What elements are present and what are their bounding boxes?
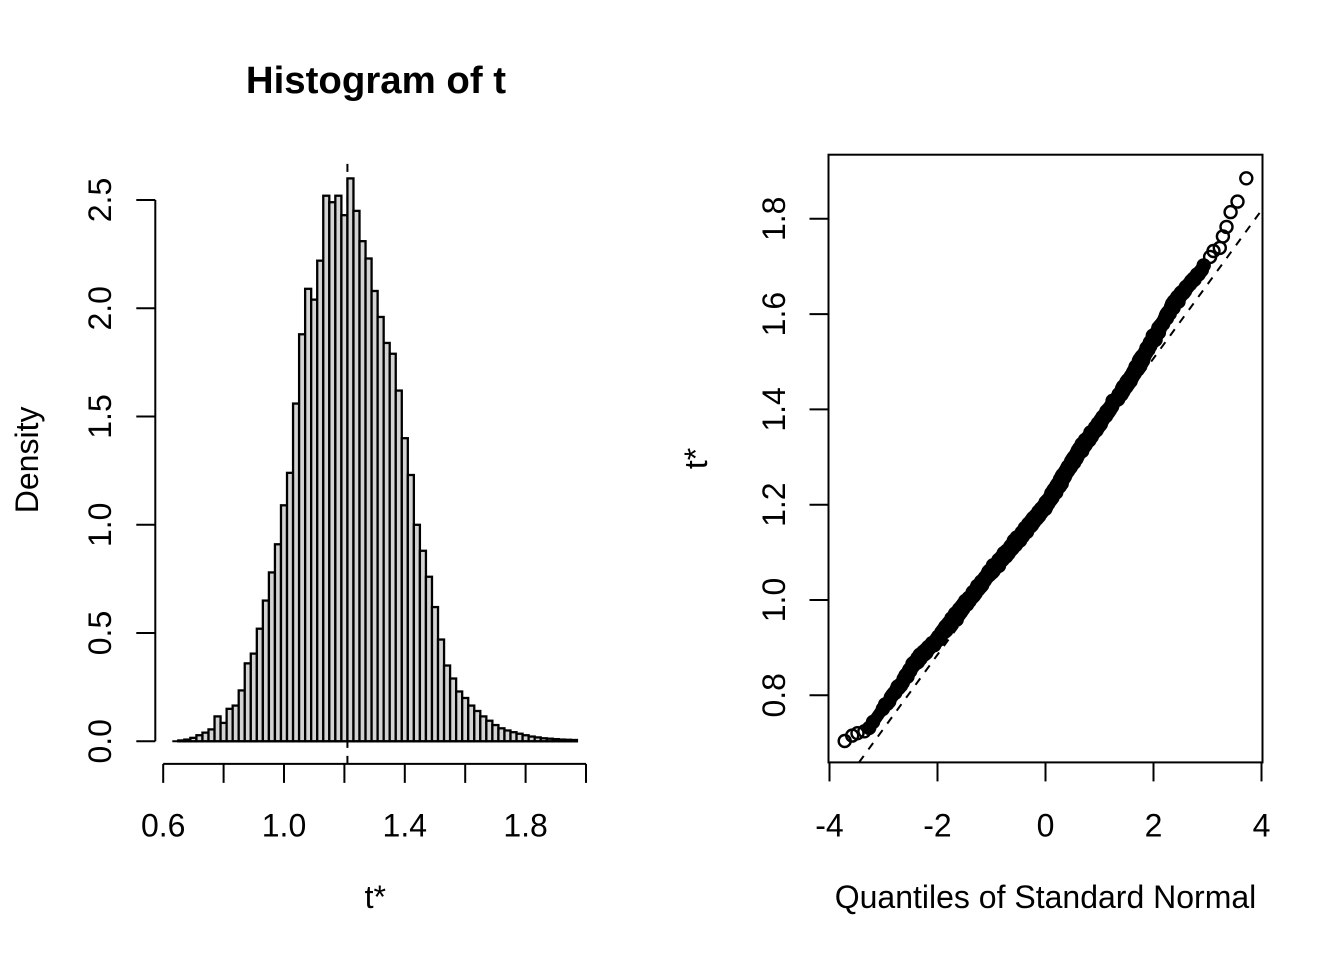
svg-text:1.4: 1.4 <box>383 808 427 844</box>
svg-text:0.5: 0.5 <box>82 611 118 655</box>
svg-text:-2: -2 <box>923 808 951 844</box>
svg-text:1.5: 1.5 <box>82 394 118 438</box>
svg-text:0.0: 0.0 <box>82 719 118 763</box>
svg-text:1.0: 1.0 <box>262 808 306 844</box>
svg-text:4: 4 <box>1253 808 1271 844</box>
svg-text:1.0: 1.0 <box>756 578 792 622</box>
svg-text:1.6: 1.6 <box>756 292 792 336</box>
svg-text:2.0: 2.0 <box>82 286 118 330</box>
svg-text:1.4: 1.4 <box>756 387 792 431</box>
svg-text:t*: t* <box>678 448 714 469</box>
svg-text:Histogram of t: Histogram of t <box>246 59 506 102</box>
svg-text:1.8: 1.8 <box>756 197 792 241</box>
svg-text:2: 2 <box>1145 808 1163 844</box>
svg-text:Quantiles of Standard Normal: Quantiles of Standard Normal <box>835 879 1257 915</box>
svg-text:1.0: 1.0 <box>82 503 118 547</box>
svg-text:t*: t* <box>365 879 386 915</box>
svg-text:0.8: 0.8 <box>756 673 792 717</box>
svg-text:0.6: 0.6 <box>141 808 185 844</box>
svg-text:1.8: 1.8 <box>503 808 547 844</box>
svg-text:-4: -4 <box>815 808 843 844</box>
svg-text:0: 0 <box>1037 808 1055 844</box>
svg-text:Density: Density <box>9 407 45 514</box>
svg-text:2.5: 2.5 <box>82 178 118 222</box>
svg-text:1.2: 1.2 <box>756 482 792 526</box>
